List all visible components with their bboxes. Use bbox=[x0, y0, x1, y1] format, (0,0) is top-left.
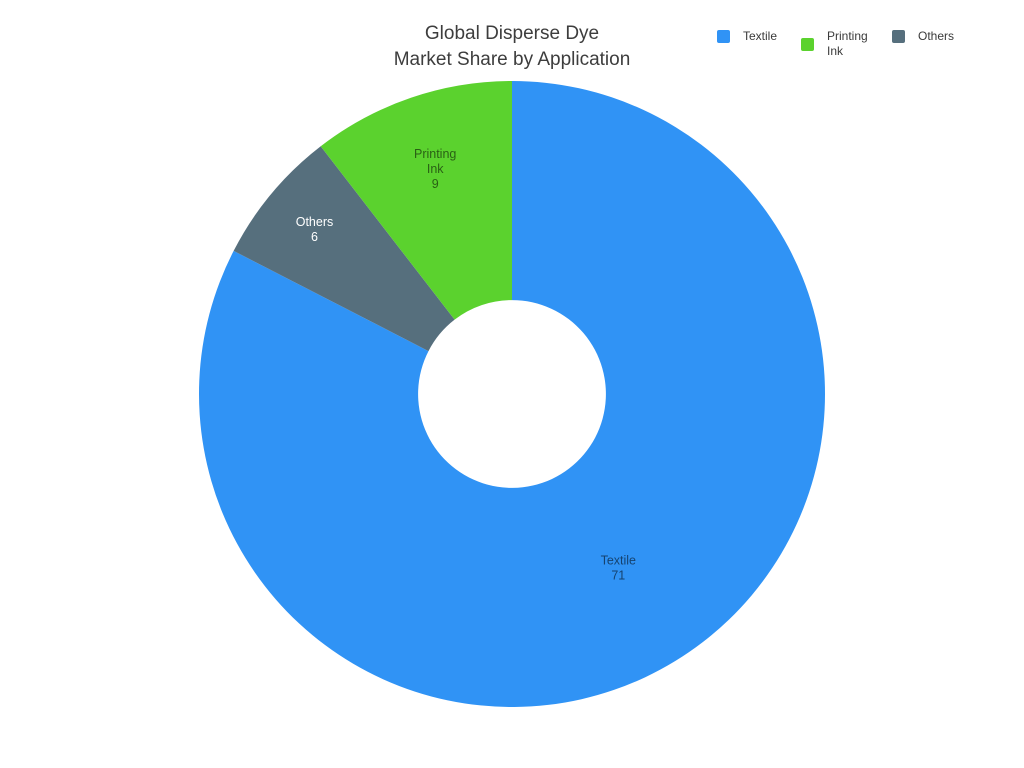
pie-slice-others[interactable] bbox=[233, 146, 455, 352]
legend-item-others[interactable]: Others bbox=[892, 29, 954, 44]
legend-item-printing-ink[interactable]: Printing Ink bbox=[801, 29, 885, 59]
pie-slice-textile[interactable] bbox=[199, 81, 826, 708]
pie-slice-printing-ink[interactable] bbox=[320, 81, 512, 320]
legend-label-others: Others bbox=[918, 29, 955, 43]
legend-label-printing-ink: Printing Ink bbox=[827, 29, 868, 58]
chart-title: Global Disperse Dye Market Share by Appl… bbox=[393, 23, 631, 70]
legend-swatch-textile-icon bbox=[717, 30, 730, 43]
legend-label-textile: Textile bbox=[743, 29, 778, 43]
legend-item-textile[interactable]: Textile bbox=[717, 29, 777, 44]
legend-swatch-others-icon bbox=[892, 30, 905, 43]
legend-swatch-printing-ink-icon bbox=[801, 37, 814, 51]
